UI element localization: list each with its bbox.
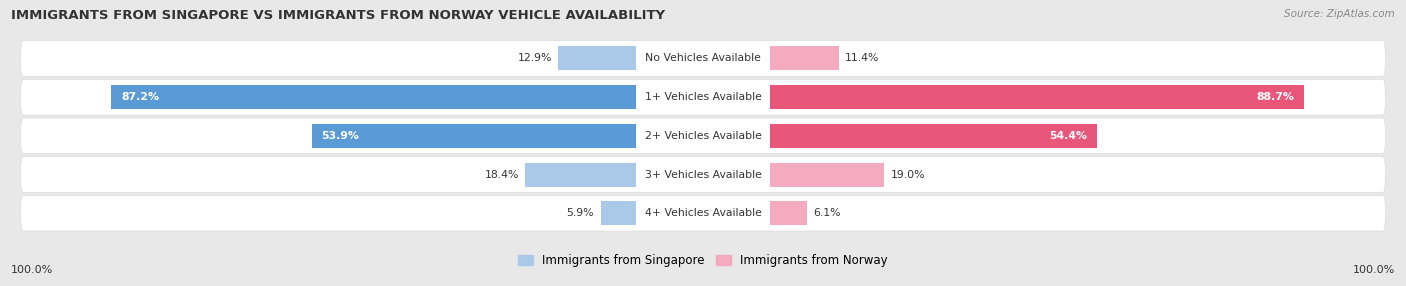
Text: IMMIGRANTS FROM SINGAPORE VS IMMIGRANTS FROM NORWAY VEHICLE AVAILABILITY: IMMIGRANTS FROM SINGAPORE VS IMMIGRANTS … (11, 9, 665, 21)
Text: 4+ Vehicles Available: 4+ Vehicles Available (644, 208, 762, 218)
FancyBboxPatch shape (21, 157, 1385, 192)
Text: 87.2%: 87.2% (121, 92, 159, 102)
Text: 18.4%: 18.4% (484, 170, 519, 180)
Text: 3+ Vehicles Available: 3+ Vehicles Available (644, 170, 762, 180)
Text: Source: ZipAtlas.com: Source: ZipAtlas.com (1284, 9, 1395, 19)
Bar (770, 46, 838, 70)
FancyBboxPatch shape (21, 118, 1385, 154)
FancyBboxPatch shape (21, 195, 1385, 231)
Bar (526, 162, 636, 186)
Text: 88.7%: 88.7% (1256, 92, 1294, 102)
Bar (312, 124, 636, 148)
Text: 54.4%: 54.4% (1049, 131, 1087, 141)
Text: 5.9%: 5.9% (567, 208, 593, 218)
Text: 100.0%: 100.0% (11, 265, 53, 275)
Bar (770, 201, 807, 225)
Bar (770, 85, 1303, 109)
FancyBboxPatch shape (21, 41, 1385, 76)
Bar (770, 124, 1097, 148)
Text: 19.0%: 19.0% (891, 170, 925, 180)
Text: 2+ Vehicles Available: 2+ Vehicles Available (644, 131, 762, 141)
Bar (600, 201, 636, 225)
FancyBboxPatch shape (21, 79, 1385, 115)
Text: 1+ Vehicles Available: 1+ Vehicles Available (644, 92, 762, 102)
Text: 53.9%: 53.9% (322, 131, 360, 141)
Text: 11.4%: 11.4% (845, 53, 880, 63)
Bar (770, 162, 884, 186)
Text: 6.1%: 6.1% (813, 208, 841, 218)
Bar (558, 46, 636, 70)
Text: No Vehicles Available: No Vehicles Available (645, 53, 761, 63)
Text: 100.0%: 100.0% (1353, 265, 1395, 275)
Bar (111, 85, 636, 109)
Text: 12.9%: 12.9% (517, 53, 551, 63)
Legend: Immigrants from Singapore, Immigrants from Norway: Immigrants from Singapore, Immigrants fr… (513, 250, 893, 272)
